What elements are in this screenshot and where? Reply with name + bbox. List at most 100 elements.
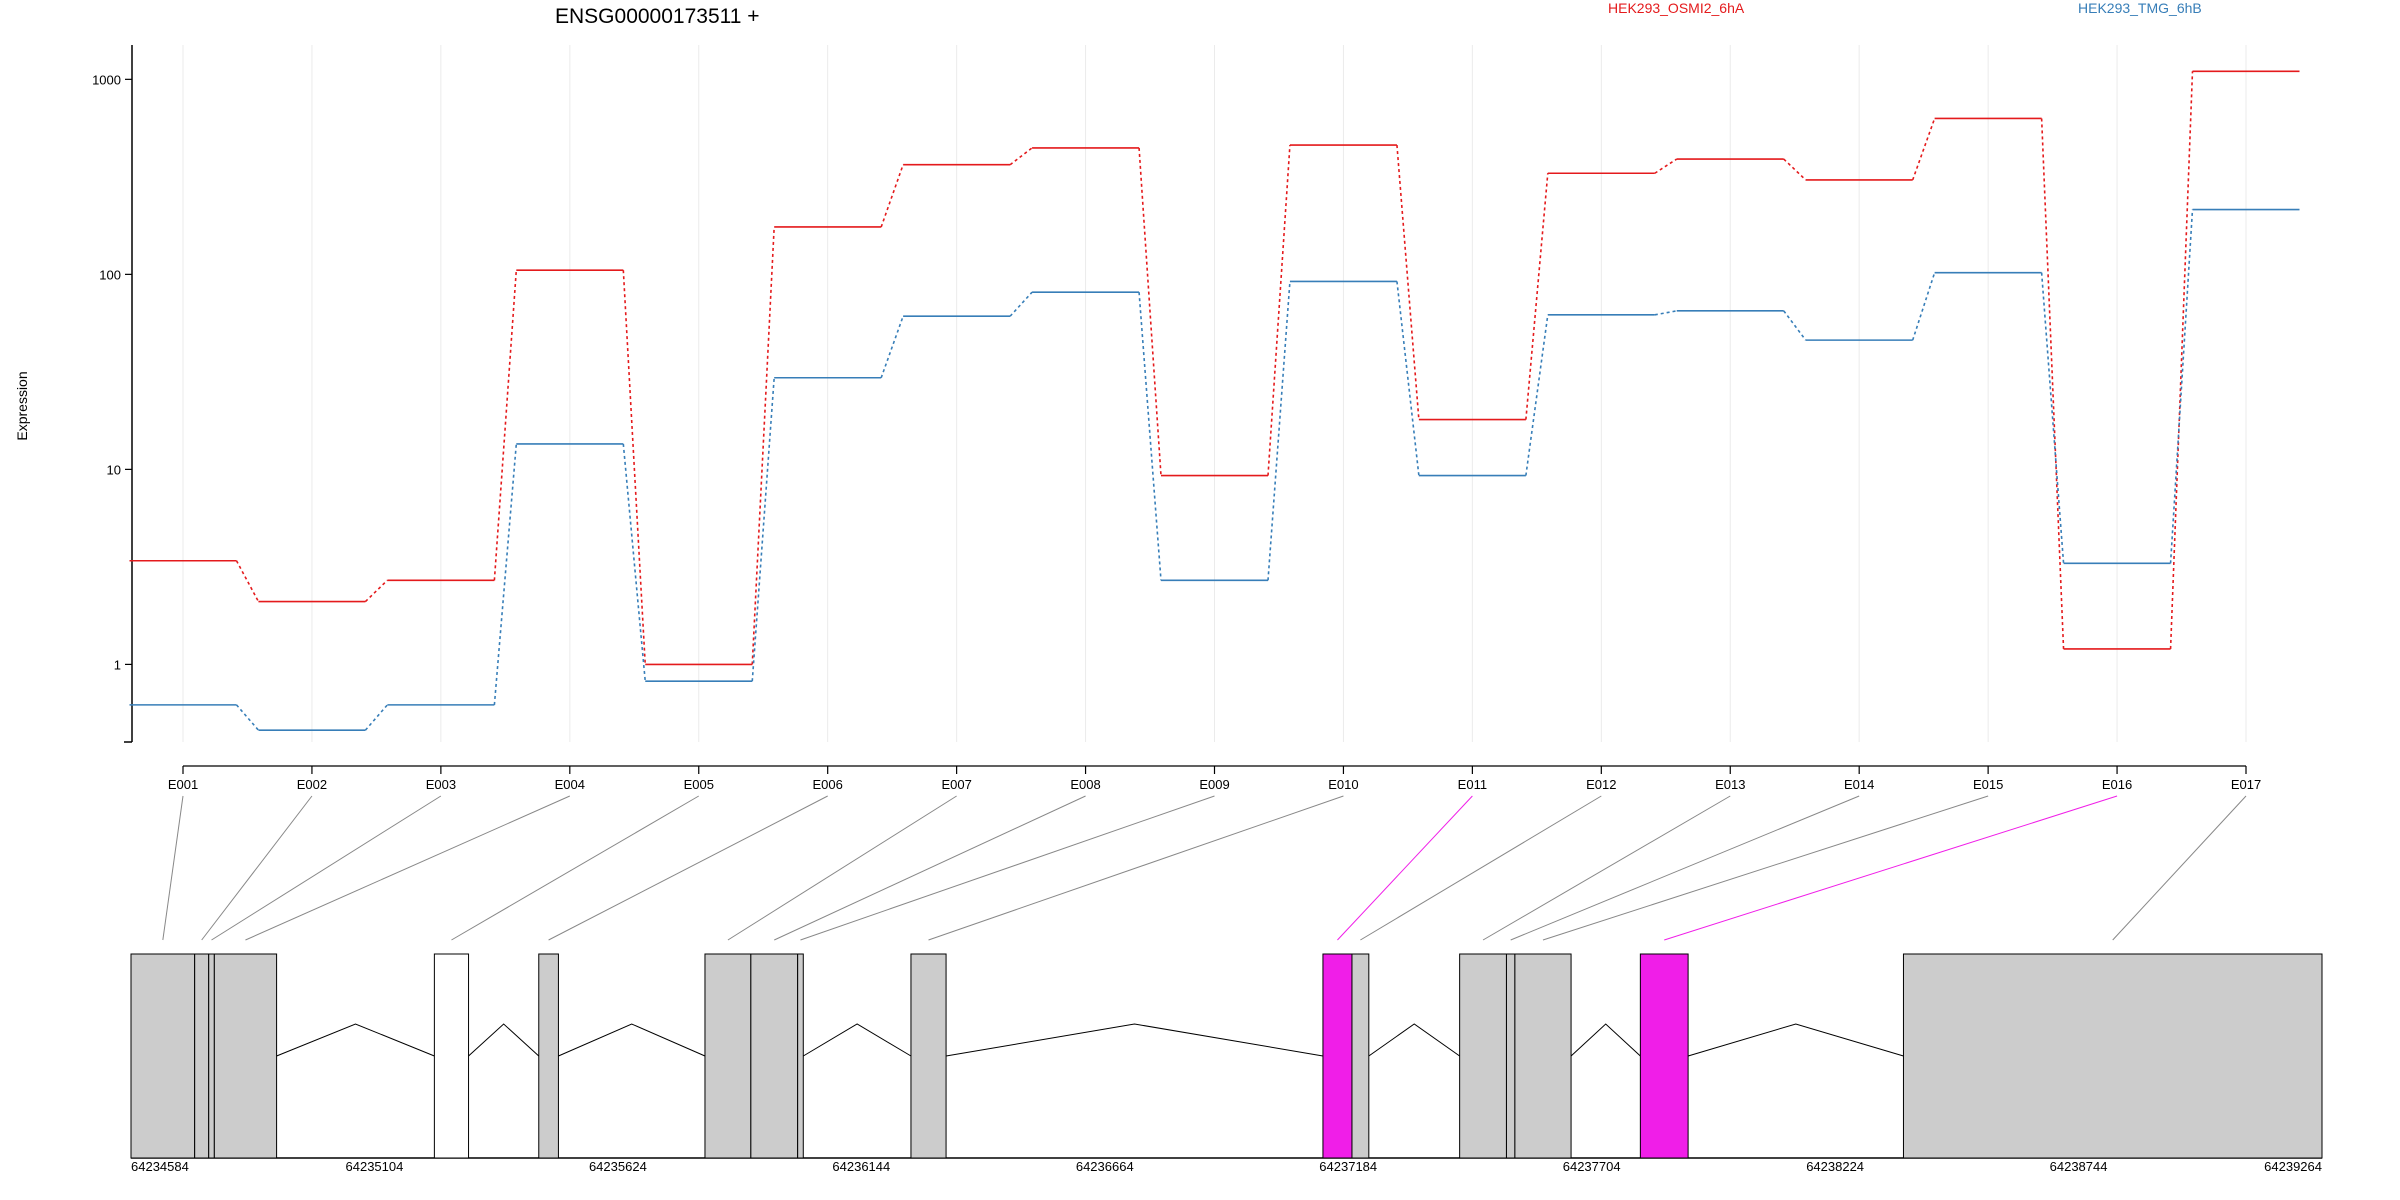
x-tick-label: E007 bbox=[941, 777, 971, 792]
exon-connector bbox=[800, 795, 1215, 941]
x-tick-label: E006 bbox=[813, 777, 843, 792]
exon-E003 bbox=[208, 953, 215, 1159]
data-connector bbox=[1396, 145, 1420, 420]
x-tick-label: E002 bbox=[297, 777, 327, 792]
axes: 1 10 100 1000 E001 E002 E003 E004 E005 E006 E007 E0… bbox=[92, 45, 2261, 792]
data-connector bbox=[1267, 281, 1291, 581]
exon-E015 bbox=[1514, 953, 1572, 1159]
genomic-coordinate-label: 64239264 bbox=[2264, 1159, 2322, 1174]
data-connector bbox=[751, 226, 775, 665]
exon-E005 bbox=[433, 953, 470, 1159]
exon-E013 bbox=[1459, 953, 1507, 1159]
x-tick-label: E001 bbox=[168, 777, 198, 792]
exon-E007 bbox=[704, 953, 752, 1159]
x-tick-label: E003 bbox=[426, 777, 456, 792]
genomic-coordinate-label: 64234584 bbox=[131, 1159, 189, 1174]
data-connector bbox=[1138, 292, 1162, 581]
series-lines bbox=[129, 70, 2300, 731]
exon-E014 bbox=[1505, 953, 1516, 1159]
data-connector bbox=[2169, 71, 2194, 649]
data-connector bbox=[493, 270, 518, 581]
exon-connector bbox=[774, 795, 1086, 941]
data-connector bbox=[1654, 158, 1678, 174]
x-tick-label: E004 bbox=[555, 777, 585, 792]
genomic-coordinate-label: 64235624 bbox=[589, 1159, 647, 1174]
exon-connector bbox=[1337, 795, 1473, 941]
exon-E016 bbox=[1639, 953, 1689, 1159]
x-tick-label: E013 bbox=[1715, 777, 1745, 792]
exon-E004 bbox=[213, 953, 278, 1159]
legend-entry-osmi2: HEK293_OSMI2_6hA bbox=[1608, 0, 1745, 16]
data-connector bbox=[1009, 291, 1033, 317]
exon-connector bbox=[548, 795, 828, 941]
data-connector bbox=[235, 704, 260, 731]
exon-E010 bbox=[910, 953, 947, 1159]
series-tmg bbox=[129, 208, 2300, 731]
data-connector bbox=[751, 377, 775, 682]
genomic-coordinate-label: 64236144 bbox=[832, 1159, 890, 1174]
exon-E017 bbox=[1902, 953, 2323, 1159]
genomic-coordinate-label: 64235104 bbox=[346, 1159, 404, 1174]
genomic-coordinate-label: 64238744 bbox=[2050, 1159, 2108, 1174]
exon-connector bbox=[451, 795, 700, 941]
data-connector bbox=[493, 443, 518, 705]
data-connector bbox=[622, 270, 647, 665]
data-connector bbox=[1911, 272, 1936, 341]
intron-line bbox=[803, 1023, 912, 1057]
x-tick-label: E005 bbox=[684, 777, 714, 792]
genomic-coordinate-label: 64237184 bbox=[1319, 1159, 1377, 1174]
exon-E011 bbox=[1322, 953, 1353, 1159]
exon-connector bbox=[2112, 795, 2247, 941]
data-connector bbox=[880, 315, 904, 379]
exon-connector bbox=[1664, 795, 2118, 941]
genomic-coordinate-label: 64237704 bbox=[1563, 1159, 1621, 1174]
intron-line bbox=[1368, 1023, 1460, 1057]
grid bbox=[182, 45, 2247, 742]
data-connector bbox=[2040, 272, 2065, 564]
exon-connector bbox=[727, 795, 957, 941]
data-connector bbox=[1783, 310, 1807, 341]
data-connector bbox=[1525, 314, 1549, 476]
x-tick-label: E014 bbox=[1844, 777, 1874, 792]
data-connector bbox=[1783, 158, 1807, 181]
data-connector bbox=[1267, 145, 1291, 476]
exon-E008 bbox=[750, 953, 799, 1159]
x-tick-label: E008 bbox=[1070, 777, 1100, 792]
data-connector bbox=[364, 704, 388, 731]
data-connector bbox=[1009, 147, 1033, 166]
exon-E002 bbox=[194, 953, 210, 1159]
data-connector bbox=[364, 579, 388, 603]
y-tick-label: 1000 bbox=[92, 72, 121, 87]
exon-connectors bbox=[162, 795, 2247, 941]
exon-E012 bbox=[1351, 953, 1370, 1159]
x-tick-label: E016 bbox=[2102, 777, 2132, 792]
data-connector bbox=[880, 164, 904, 228]
y-axis-label: Expression bbox=[14, 371, 30, 440]
data-connector bbox=[2040, 118, 2065, 649]
y-tick-label: 10 bbox=[107, 462, 121, 477]
chart-title: ENSG00000173511 + bbox=[555, 5, 760, 28]
genomic-coordinate-label: 64236664 bbox=[1076, 1159, 1134, 1174]
exon-E006 bbox=[538, 953, 559, 1159]
exon-connector bbox=[162, 795, 184, 941]
gene-model: 64234584 64235104 64235624 64236144 64236664… bbox=[130, 953, 2323, 1174]
intron-line bbox=[276, 1023, 435, 1057]
genomic-coordinate-label: 64238224 bbox=[1806, 1159, 1864, 1174]
exon-connector bbox=[1360, 795, 1602, 941]
x-tick-label: E017 bbox=[2231, 777, 2261, 792]
series-osmi2 bbox=[129, 70, 2300, 666]
exon-connector bbox=[245, 795, 571, 941]
legend-entry-tmg: HEK293_TMG_6hB bbox=[2078, 0, 2202, 16]
exon-E009 bbox=[797, 953, 804, 1159]
data-connector bbox=[1525, 173, 1549, 420]
data-connector bbox=[1654, 310, 1677, 316]
exon-connector bbox=[1482, 795, 1731, 941]
y-tick-label: 1 bbox=[114, 657, 121, 672]
data-connector bbox=[1138, 147, 1162, 476]
y-tick-label: 100 bbox=[99, 267, 121, 282]
x-tick-label: E009 bbox=[1199, 777, 1229, 792]
exon-E001 bbox=[130, 953, 196, 1159]
x-tick-label: E011 bbox=[1458, 777, 1487, 792]
exon-connector bbox=[1510, 795, 1860, 941]
